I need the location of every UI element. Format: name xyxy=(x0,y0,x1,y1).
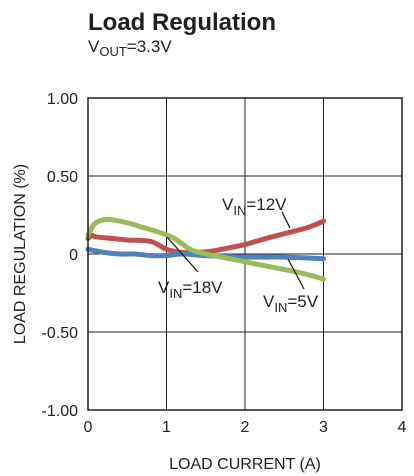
y-tick-label: 0.50 xyxy=(47,169,78,186)
leader-line-12v xyxy=(281,211,291,229)
leader-line-18v xyxy=(166,236,199,273)
chart-subtitle: VOUT=3.3V xyxy=(88,37,172,59)
y-tick-label: 1.00 xyxy=(47,91,78,108)
chart-title: Load Regulation xyxy=(88,9,276,36)
y-tick-label: -0.50 xyxy=(42,325,79,342)
series-label-5v: VIN=5V xyxy=(263,292,319,315)
x-axis-label: LOAD CURRENT (A) xyxy=(169,456,321,473)
x-tick-label: 4 xyxy=(398,419,407,436)
series-line-vin-5v xyxy=(85,216,326,282)
series-line-vin-18v xyxy=(85,246,326,262)
y-axis-label: LOAD REGULATION (%) xyxy=(12,164,29,344)
plot-frame xyxy=(87,97,403,411)
series-layer xyxy=(85,216,326,282)
leader-line-5v xyxy=(287,258,305,290)
series-label-12v: VIN=12V xyxy=(222,195,287,218)
series-line-vin-12v xyxy=(85,218,326,256)
x-tick-label: 1 xyxy=(162,419,171,436)
x-tick-label: 2 xyxy=(241,419,250,436)
y-tick-label: 0 xyxy=(69,247,78,264)
series-label-18v: VIN=18V xyxy=(158,278,223,301)
x-tick-label: 0 xyxy=(84,419,93,436)
y-tick-label: -1.00 xyxy=(42,403,79,420)
tick-labels: 0 1 2 3 4 1.00 0.50 0 -0.50 -1.00 xyxy=(42,91,407,436)
x-tick-label: 3 xyxy=(319,419,328,436)
